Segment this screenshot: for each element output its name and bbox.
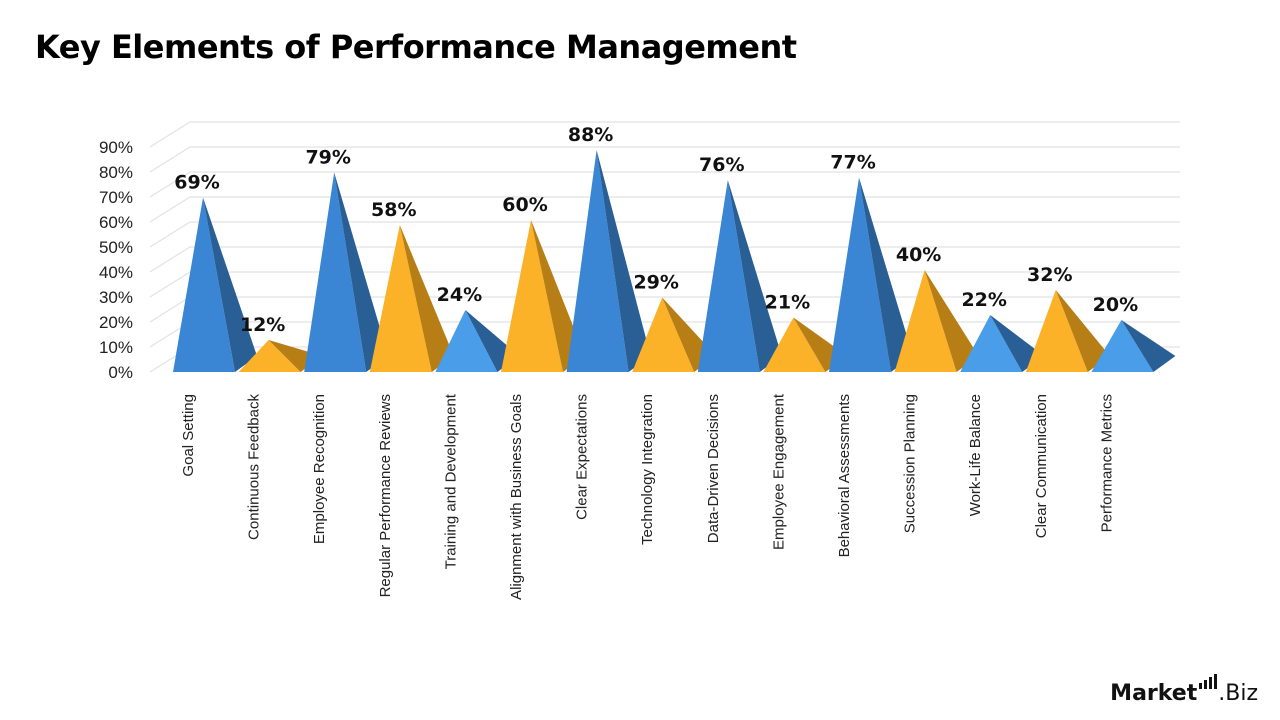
- pyramid-front-face: [238, 340, 301, 372]
- pyramid-side-face: [203, 197, 257, 372]
- pyramid-front-face: [763, 317, 826, 372]
- category-label: Clear Expectations: [574, 394, 591, 520]
- pyramid-side-face: [596, 150, 651, 372]
- category-label: Behavioral Assessments: [836, 394, 853, 557]
- category-label: Succession Planning: [902, 394, 919, 533]
- category-label: Training and Development: [442, 393, 459, 569]
- value-label: 21%: [765, 292, 810, 314]
- pyramid-side-face: [990, 315, 1045, 372]
- pyramid-marks: [173, 150, 1176, 372]
- pyramid-front-face: [369, 225, 432, 372]
- y-tick-label: 20%: [99, 313, 133, 332]
- gridline: [149, 246, 1180, 273]
- pyramid-side-face: [531, 220, 585, 372]
- pyramid-front-face: [1091, 320, 1154, 372]
- y-tick-label: 40%: [99, 263, 133, 282]
- pyramid-front-face: [173, 197, 235, 372]
- value-label: 32%: [1027, 264, 1072, 286]
- chart-title: Key Elements of Performance Management: [35, 28, 797, 66]
- category-label: Employee Recognition: [311, 394, 328, 544]
- category-label: Technology Integration: [639, 394, 656, 545]
- gridline: [149, 196, 1180, 223]
- brand-text-rest: .Biz: [1218, 681, 1258, 706]
- pyramid-side-face: [399, 225, 454, 372]
- pyramid-front-face: [894, 270, 957, 372]
- value-labels: 69% 12% 79% 58% 24% 60% 88% 29% 76% 21% 77% 40% 22% 3…: [174, 124, 1138, 336]
- pyramid-front-face: [501, 220, 563, 372]
- pyramid-side-face: [334, 172, 389, 372]
- y-tick-label: 10%: [99, 338, 133, 357]
- category-labels: Goal Setting Continuous Feedback Employee …: [180, 393, 1115, 600]
- value-label: 58%: [371, 199, 416, 221]
- value-label: 77%: [830, 152, 875, 174]
- value-label: 20%: [1093, 294, 1138, 316]
- pyramid-side-face: [924, 270, 979, 372]
- bars-icon: [1199, 674, 1218, 689]
- pyramid-front-face: [697, 180, 760, 372]
- pyramid-front-face: [566, 150, 629, 372]
- gridline: [149, 221, 1180, 248]
- gridline: [149, 121, 1180, 148]
- category-label: Performance Metrics: [1098, 394, 1115, 532]
- category-label: Alignment with Business Goals: [508, 394, 525, 600]
- category-label: Data-Driven Decisions: [705, 394, 722, 543]
- y-tick-label: 50%: [99, 238, 133, 257]
- pyramid-front-face: [435, 310, 498, 372]
- category-label: Continuous Feedback: [246, 394, 263, 540]
- value-label: 29%: [633, 272, 678, 294]
- value-label: 79%: [305, 147, 350, 169]
- value-label: 40%: [896, 244, 941, 266]
- pyramid-front-face: [960, 315, 1023, 372]
- category-label: Regular Performance Reviews: [377, 394, 394, 597]
- pyramid-side-face: [1121, 320, 1176, 372]
- value-label: 69%: [174, 172, 219, 194]
- pyramid-front-face: [304, 172, 367, 372]
- category-label: Employee Engagement: [770, 393, 787, 550]
- y-tick-label: 30%: [99, 288, 133, 307]
- pyramid-front-face: [829, 177, 891, 372]
- pyramid-side-face: [859, 177, 913, 372]
- y-axis-labels: 0% 10% 20% 30% 40% 50% 60% 70% 80% 90%: [99, 138, 133, 382]
- category-label: Clear Communication: [1033, 394, 1050, 538]
- value-label: 24%: [437, 284, 482, 306]
- y-tick-label: 60%: [99, 213, 133, 232]
- pyramid-front-face: [1025, 290, 1088, 372]
- pyramid-front-face: [632, 297, 695, 372]
- category-label: Goal Setting: [180, 394, 197, 477]
- category-label: Work-Life Balance: [967, 394, 984, 516]
- y-tick-label: 90%: [99, 138, 133, 157]
- gridline: [149, 146, 1180, 173]
- y-tick-label: 80%: [99, 163, 133, 182]
- value-label: 22%: [961, 289, 1006, 311]
- value-label: 12%: [240, 314, 285, 336]
- y-tick-label: 70%: [99, 188, 133, 207]
- brand-text-bold: Market: [1110, 681, 1198, 706]
- brand-logo: Market .Biz: [1110, 674, 1258, 706]
- value-label: 60%: [502, 194, 547, 216]
- y-tick-label: 0%: [108, 363, 133, 382]
- value-label: 76%: [699, 154, 744, 176]
- pyramid-side-face: [1055, 290, 1110, 372]
- pyramid-side-face: [727, 180, 782, 372]
- gridline: [149, 171, 1180, 198]
- value-label: 88%: [568, 124, 613, 146]
